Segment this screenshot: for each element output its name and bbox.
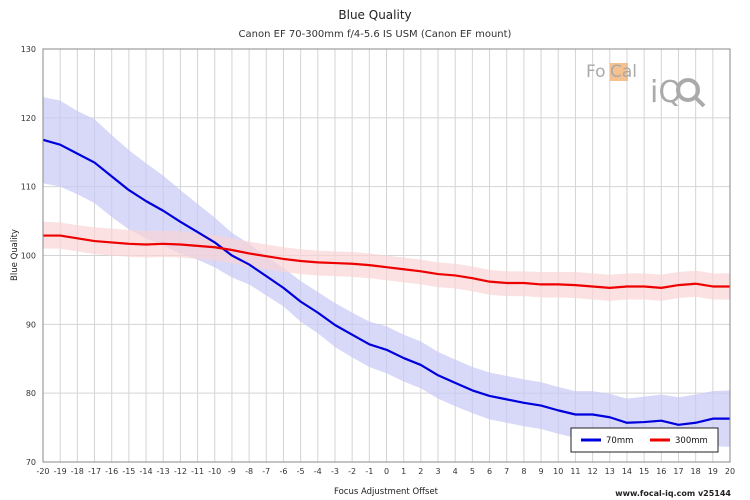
x-tick-label: 20	[725, 467, 735, 476]
x-axis-label: Focus Adjustment Offset	[334, 487, 439, 497]
y-tick-labels: 70 80 90 100 110 120 130	[21, 45, 36, 467]
x-tick-label: -2	[348, 467, 356, 476]
x-tick-label: -5	[297, 467, 305, 476]
x-tick-label: 8	[521, 467, 526, 476]
logo-lens-icon	[676, 78, 700, 102]
x-tick-label: -1	[365, 467, 373, 476]
x-tick-label: -8	[245, 467, 253, 476]
x-tick-label: 17	[673, 467, 683, 476]
x-tick-label: -4	[314, 467, 322, 476]
x-tick-label: 2	[418, 467, 423, 476]
x-tick-label: 9	[539, 467, 544, 476]
x-tick-label: -9	[228, 467, 236, 476]
x-tick-label: 12	[588, 467, 598, 476]
y-tick-label: 90	[26, 320, 36, 329]
chart-title: Blue Quality	[338, 8, 411, 22]
y-tick-label: 80	[26, 389, 36, 398]
x-tick-labels: -20 -19 -18 -17 -16 -15 -14 -13 -12 -11 -10 -9 -8 -7-…	[36, 467, 735, 476]
x-tick-label: -19	[54, 467, 67, 476]
x-tick-label: 16	[656, 467, 666, 476]
x-tick-label: -7	[262, 467, 270, 476]
plot-border	[42, 48, 731, 463]
y-tick-label: 70	[26, 458, 36, 467]
chart-subtitle: Canon EF 70-300mm f/4-5.6 IS USM (Canon …	[239, 29, 512, 40]
x-tick-label: 4	[453, 467, 458, 476]
x-tick-label: -17	[88, 467, 101, 476]
series-line-70mm	[42, 138, 730, 426]
x-tick-label: 13	[605, 467, 615, 476]
x-tick-label: -12	[174, 467, 187, 476]
y-tick-label: 100	[21, 252, 36, 261]
x-tick-label: -11	[191, 467, 204, 476]
x-tick-label: -10	[208, 467, 221, 476]
legend-label-70mm: 70mm	[606, 436, 633, 446]
x-tick-label: 19	[708, 467, 718, 476]
series-line-300mm	[43, 234, 730, 289]
x-tick-label: -20	[36, 467, 49, 476]
x-tick-label: 10	[553, 467, 563, 476]
y-tick-label: 120	[21, 114, 36, 123]
x-tick-label: -16	[105, 467, 118, 476]
y-axis-label: Blue Quality	[10, 229, 20, 281]
legend-label-300mm: 300mm	[675, 436, 708, 446]
x-tick-label: -3	[331, 467, 339, 476]
series-lines	[42, 138, 730, 426]
x-tick-label: -14	[140, 467, 153, 476]
x-tick-label: 7	[504, 467, 509, 476]
x-tick-label: 11	[570, 467, 580, 476]
x-tick-label: 5	[470, 467, 475, 476]
x-tick-label: -13	[157, 467, 170, 476]
x-tick-label: 0	[384, 467, 389, 476]
band-70mm	[43, 97, 730, 453]
legend: 70mm 300mm	[570, 427, 719, 453]
x-tick-label: -18	[71, 467, 84, 476]
y-tick-label: 110	[21, 183, 36, 192]
y-tick-label: 130	[21, 45, 36, 54]
footer-url: www.focal-iq.com v25144	[615, 489, 731, 498]
x-tick-label: -6	[279, 467, 287, 476]
focal-iq-logo: Fo Cal iQ	[586, 62, 706, 110]
x-tick-label: 15	[639, 467, 649, 476]
x-tick-label: 3	[435, 467, 440, 476]
logo-text-fo: Fo	[586, 62, 606, 82]
x-tick-label: 6	[487, 467, 492, 476]
logo-cal-box	[610, 63, 628, 81]
x-tick-label: 18	[691, 467, 701, 476]
x-tick-label: 14	[622, 467, 632, 476]
logo-text-cal: Cal	[610, 62, 637, 82]
x-tick-label: 1	[401, 467, 406, 476]
x-tick-label: -15	[122, 467, 135, 476]
logo-handle-icon	[693, 95, 706, 108]
